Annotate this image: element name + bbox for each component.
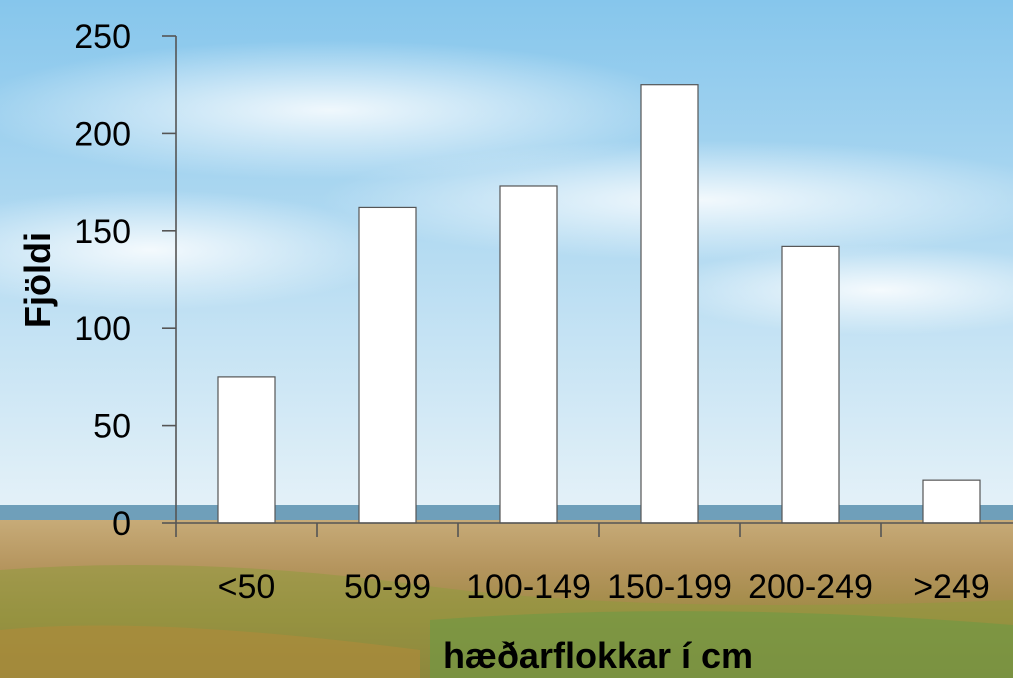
bar	[781, 245, 840, 524]
bar	[922, 479, 981, 524]
x-tick-label: <50	[218, 568, 276, 606]
y-axis-ticks	[162, 35, 176, 524]
x-tick-label: 200-249	[748, 568, 873, 606]
y-tick-label: 150	[74, 213, 131, 251]
y-axis-title: Fjöldi	[17, 232, 58, 328]
y-tick-label: 250	[74, 18, 131, 56]
y-tick-label: 100	[74, 310, 131, 348]
x-tick-label: 150-199	[607, 568, 732, 606]
y-tick-label: 200	[74, 115, 131, 153]
bars	[217, 84, 981, 524]
x-tick-label: 50-99	[344, 568, 431, 606]
x-tick-label: 100-149	[466, 568, 591, 606]
bar	[640, 84, 699, 524]
bar	[217, 376, 276, 524]
y-tick-label: 0	[112, 505, 131, 543]
bar	[499, 185, 558, 524]
bar	[358, 206, 417, 524]
y-tick-labels: 0 50 100 150 200 250	[74, 18, 131, 543]
x-tick-labels: <50 50-99 100-149 150-199 200-249 >249	[218, 568, 990, 606]
y-tick-label: 50	[93, 408, 131, 446]
x-axis-ticks	[316, 523, 882, 537]
x-axis-title: hæðarflokkar í cm	[443, 635, 753, 676]
x-tick-label: >249	[913, 568, 990, 606]
